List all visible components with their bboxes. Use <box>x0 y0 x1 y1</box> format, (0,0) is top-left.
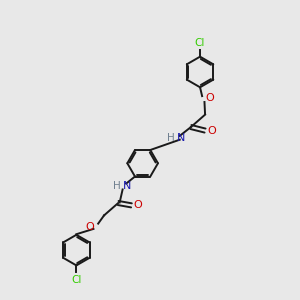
Text: H: H <box>112 181 120 191</box>
Text: O: O <box>205 94 214 103</box>
Text: Cl: Cl <box>195 38 205 48</box>
Text: H: H <box>167 133 174 143</box>
Text: O: O <box>207 126 216 136</box>
Text: Cl: Cl <box>71 274 82 284</box>
Text: N: N <box>123 181 131 191</box>
Text: N: N <box>177 133 185 143</box>
Text: O: O <box>85 222 94 232</box>
Text: O: O <box>134 200 142 210</box>
